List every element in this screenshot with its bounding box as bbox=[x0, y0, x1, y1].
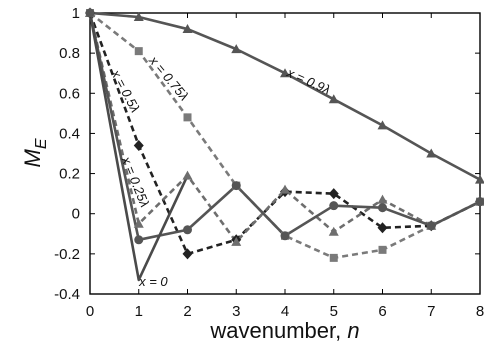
data-point-series-2 bbox=[133, 139, 144, 151]
x-tick-label: 0 bbox=[86, 303, 94, 320]
y-tick-label: -0.4 bbox=[54, 286, 80, 303]
x-tick-label: 2 bbox=[183, 303, 191, 320]
series-annotation: x = 0 bbox=[138, 274, 168, 289]
data-point-series-3 bbox=[133, 218, 144, 228]
series-markers bbox=[85, 7, 484, 262]
data-point-series-1 bbox=[183, 113, 192, 122]
data-point-series-0 bbox=[475, 174, 484, 184]
x-tick-label: 5 bbox=[330, 303, 338, 320]
series-line-4 bbox=[88, 12, 481, 242]
data-point-series-4 bbox=[231, 181, 241, 191]
data-point-series-0 bbox=[377, 120, 388, 130]
x-tick-label: 8 bbox=[476, 303, 484, 320]
x-tick-label: 6 bbox=[378, 303, 386, 320]
series-line-5 bbox=[88, 12, 189, 282]
data-point-series-1 bbox=[329, 253, 338, 262]
data-point-series-4 bbox=[85, 8, 95, 18]
data-point-series-1 bbox=[378, 245, 387, 254]
data-point-series-4 bbox=[378, 203, 387, 213]
data-point-series-4 bbox=[280, 231, 290, 241]
y-axis: 1 0.8 0.6 0.4 0.2 0 -0.2 -0.4 bbox=[54, 5, 480, 303]
data-point-series-0 bbox=[328, 94, 339, 104]
x-axis-title: wavenumber, n bbox=[209, 318, 359, 343]
x-tick-label: 1 bbox=[135, 303, 143, 320]
series-line-0 bbox=[89, 11, 481, 181]
y-tick-label: 0.6 bbox=[59, 85, 80, 102]
data-point-series-4 bbox=[426, 221, 436, 231]
y-tick-label: 0.4 bbox=[59, 125, 80, 142]
data-point-series-3 bbox=[280, 184, 290, 194]
x-tick-label: 7 bbox=[427, 303, 435, 320]
data-point-series-2 bbox=[328, 188, 339, 200]
x-tick-label: 4 bbox=[281, 303, 289, 320]
data-point-series-3 bbox=[328, 226, 339, 236]
data-point-series-3 bbox=[182, 170, 193, 180]
data-point-series-0 bbox=[280, 68, 290, 78]
y-tick-label: 0 bbox=[72, 206, 80, 223]
data-point-series-0 bbox=[426, 148, 437, 158]
data-point-series-3 bbox=[377, 194, 388, 204]
series-annotation: x = 0.75λ bbox=[146, 52, 192, 103]
x-axis: 0 1 2 3 4 5 6 7 8 bbox=[86, 13, 484, 320]
data-point-series-0 bbox=[182, 24, 193, 34]
data-point-series-4 bbox=[134, 235, 144, 245]
y-tick-label: 1 bbox=[72, 5, 80, 22]
y-tick-label: 0.2 bbox=[59, 166, 80, 183]
data-point-series-4 bbox=[475, 197, 484, 207]
data-point-series-2 bbox=[182, 248, 193, 260]
y-axis-title: ME bbox=[20, 138, 50, 167]
data-point-series-2 bbox=[377, 222, 388, 234]
data-point-series-0 bbox=[133, 12, 144, 22]
plot-frame bbox=[89, 12, 481, 295]
x-tick-label: 3 bbox=[232, 303, 240, 320]
y-tick-label: -0.2 bbox=[54, 246, 80, 263]
data-point-series-1 bbox=[134, 47, 143, 56]
series-annotation: x = 0.9λ bbox=[284, 65, 333, 98]
data-point-series-0 bbox=[231, 44, 242, 54]
data-point-series-4 bbox=[183, 225, 192, 235]
series-line-3 bbox=[88, 12, 481, 244]
series-line-2 bbox=[88, 12, 481, 256]
data-point-series-3 bbox=[231, 236, 242, 246]
data-point-series-4 bbox=[329, 201, 339, 211]
y-tick-label: 0.8 bbox=[59, 45, 80, 62]
